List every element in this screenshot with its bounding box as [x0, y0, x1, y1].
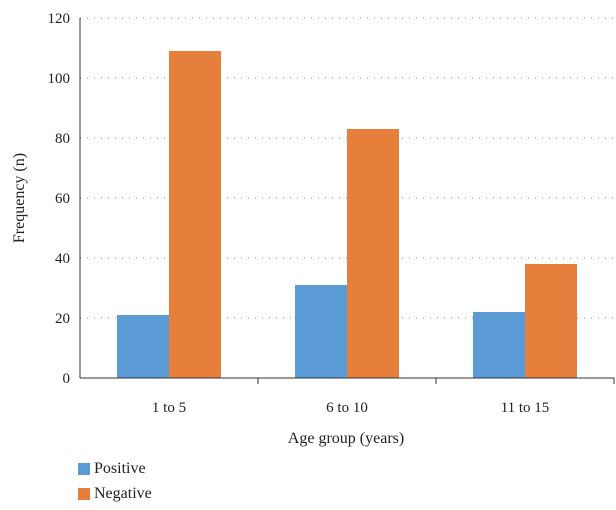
- bar-negative-1: [169, 51, 221, 378]
- x-tick-labels: 1 to 5 6 to 10 11 to 15: [152, 400, 549, 416]
- y-axis-title: Frequency (n): [11, 153, 28, 243]
- legend-label-negative: Negative: [94, 485, 152, 502]
- legend-label-positive: Positive: [94, 460, 146, 477]
- x-tick-label: 11 to 15: [501, 400, 550, 416]
- x-tick-label: 1 to 5: [152, 400, 186, 416]
- legend-item-positive: Positive: [78, 458, 152, 480]
- bar-negative-2: [347, 129, 399, 378]
- bar-positive-1: [117, 315, 169, 378]
- bar-positive-2: [295, 285, 347, 378]
- y-tick-label: 100: [48, 71, 71, 87]
- bar-positive-3: [473, 312, 525, 378]
- y-tick-labels: 0 20 40 60 80 100 120: [48, 11, 71, 387]
- y-tick-label: 60: [55, 191, 70, 207]
- legend-item-negative: Negative: [78, 483, 152, 505]
- legend: Positive Negative: [78, 458, 152, 508]
- bar-negative-3: [525, 264, 577, 378]
- y-tick-label: 20: [55, 311, 70, 327]
- y-tick-label: 120: [48, 11, 71, 27]
- x-tick-label: 6 to 10: [326, 400, 368, 416]
- legend-swatch-negative: [78, 488, 90, 500]
- axes: [79, 18, 615, 384]
- y-tick-label: 80: [55, 131, 70, 147]
- bar-chart: 0 20 40 60 80 100 120 1 to 5 6 to 10 11 to 15 Fr…: [11, 11, 615, 447]
- x-axis-title: Age group (years): [288, 430, 404, 447]
- y-tick-label: 40: [55, 251, 70, 267]
- y-tick-label: 0: [63, 371, 71, 387]
- bars: [117, 51, 577, 378]
- legend-swatch-positive: [78, 463, 90, 475]
